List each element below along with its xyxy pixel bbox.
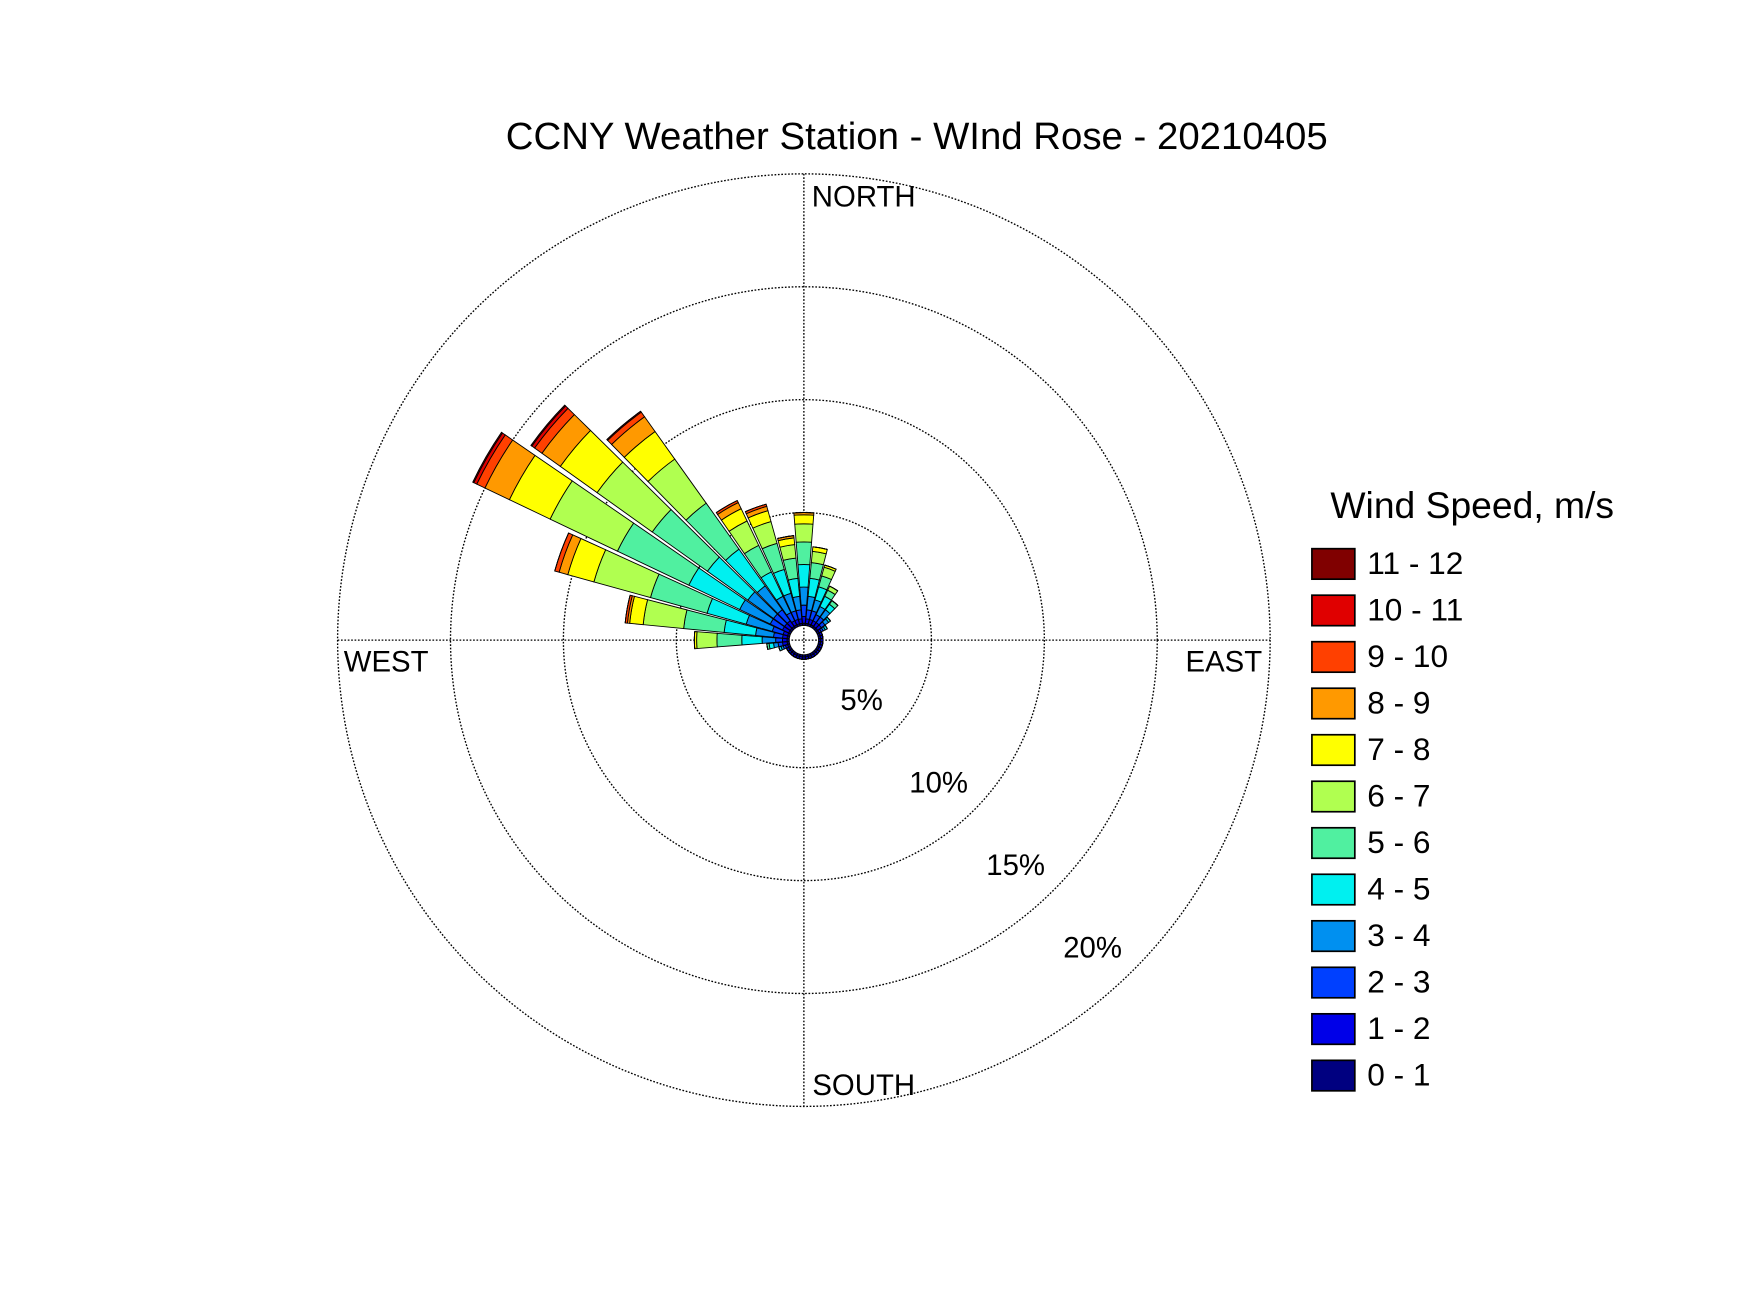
- wind-segment: [822, 635, 824, 639]
- wind-segment: [761, 636, 777, 644]
- legend-label: 9 - 10: [1367, 638, 1448, 674]
- wind-segment: [793, 514, 815, 525]
- legend-label: 5 - 6: [1367, 824, 1430, 860]
- legend-swatch: [1311, 547, 1356, 581]
- legend-label: 0 - 1: [1367, 1057, 1430, 1093]
- wind-segment: [781, 637, 788, 643]
- grid-ring: [449, 286, 1158, 995]
- legend-swatch: [1311, 919, 1356, 953]
- legend-swatch: [1311, 687, 1356, 720]
- r-tick-label: 20%: [1063, 932, 1122, 965]
- wind-segment: [822, 641, 824, 646]
- wind-segment: [831, 600, 839, 606]
- wind-segment: [777, 535, 794, 539]
- compass-label: EAST: [1186, 646, 1263, 679]
- grid: [336, 173, 1271, 1108]
- legend-swatch: [1311, 873, 1356, 906]
- wind-segment: [775, 637, 783, 643]
- wind-segment: [624, 595, 631, 623]
- compass-label: WEST: [344, 646, 429, 679]
- legend-swatch: [1311, 1012, 1356, 1046]
- legend-label: 11 - 12: [1367, 545, 1463, 581]
- wind-segment: [795, 541, 813, 566]
- legend-title: Wind Speed, m/s: [1330, 484, 1614, 526]
- legend-label: 4 - 5: [1367, 871, 1430, 907]
- compass-label: NORTH: [812, 180, 916, 213]
- grid-ring: [336, 173, 1271, 1108]
- wind-segment: [716, 632, 743, 648]
- legend-swatch: [1311, 733, 1356, 767]
- wind-segment: [530, 404, 567, 447]
- chart-title: CCNY Weather Station - WInd Rose - 20210…: [506, 115, 1328, 158]
- wind-segment: [798, 658, 803, 660]
- bars: [472, 404, 839, 660]
- wind-segment: [472, 431, 504, 484]
- legend-label: 1 - 2: [1367, 1010, 1430, 1046]
- wind-segment: [741, 634, 763, 646]
- legend-swatch: [1311, 780, 1356, 813]
- wind-segment: [794, 523, 814, 543]
- legend-swatch: [1311, 640, 1356, 674]
- legend-label: 3 - 4: [1367, 917, 1430, 953]
- wind-segment: [799, 586, 809, 606]
- wind-segment: [766, 643, 769, 650]
- wind-segment: [805, 658, 809, 660]
- legend-label: 6 - 7: [1367, 778, 1430, 814]
- legend-swatch: [1311, 1059, 1356, 1092]
- wind-segment: [745, 503, 767, 513]
- r-tick-label: 5%: [840, 684, 882, 717]
- compass-label: SOUTH: [812, 1069, 915, 1102]
- legend-label: 2 - 3: [1367, 964, 1430, 1000]
- wind-segment: [800, 604, 808, 617]
- wind-segment: [797, 564, 811, 588]
- r-tick-label: 15%: [986, 849, 1045, 882]
- wind-segment: [716, 500, 738, 514]
- legend-label: 10 - 11: [1367, 591, 1463, 627]
- legend-swatch: [1311, 826, 1356, 860]
- r-tick-label: 10%: [909, 766, 968, 799]
- legend-label: 7 - 8: [1367, 731, 1430, 767]
- wind-segment: [696, 631, 718, 650]
- wind-segment: [824, 625, 828, 630]
- legend-swatch: [1311, 594, 1356, 627]
- legend-swatch: [1311, 966, 1356, 999]
- legend-label: 8 - 9: [1367, 685, 1430, 721]
